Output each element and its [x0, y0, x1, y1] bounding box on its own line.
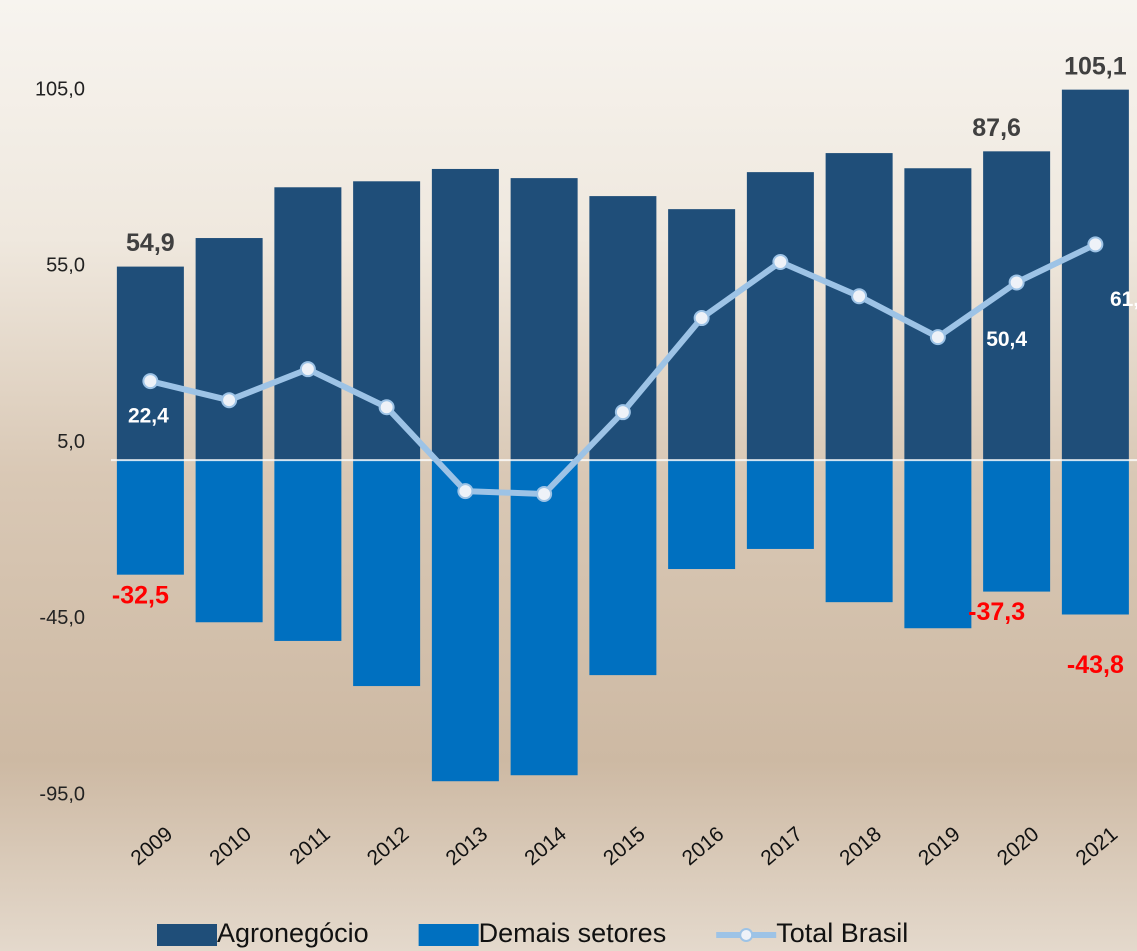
bar	[353, 460, 421, 687]
point	[142, 373, 159, 390]
bar	[668, 460, 736, 570]
bar	[904, 460, 972, 629]
point	[614, 404, 631, 421]
data-label: 54,9	[126, 229, 175, 257]
bar	[195, 238, 263, 461]
legend-label: Agronegócio	[217, 918, 369, 948]
y-tick-label: 55,0	[46, 255, 85, 277]
point	[1087, 236, 1104, 253]
bar	[510, 460, 578, 776]
y-tick-label: 105,0	[35, 78, 85, 100]
bar	[983, 151, 1051, 461]
bar	[746, 172, 814, 461]
data-label: 87,6	[972, 114, 1021, 142]
point	[536, 485, 553, 502]
data-label: 22,4	[128, 405, 169, 428]
legend-label: Demais setores	[479, 918, 667, 948]
bar	[589, 460, 657, 676]
bar	[983, 460, 1051, 592]
bar	[825, 460, 893, 603]
data-label: 105,1	[1064, 52, 1127, 80]
bar	[668, 209, 736, 461]
point	[851, 288, 868, 305]
bar	[1061, 460, 1129, 615]
bar	[195, 460, 263, 623]
point	[457, 483, 474, 500]
bar	[353, 181, 421, 461]
bar	[510, 178, 578, 461]
bar	[274, 460, 342, 641]
point	[299, 361, 316, 378]
y-tick-label: 5,0	[57, 431, 85, 453]
legend-swatch	[418, 924, 479, 946]
data-label: -37,3	[968, 598, 1025, 626]
legend-swatch	[157, 924, 217, 946]
point	[221, 392, 238, 409]
data-label: -43,8	[1067, 651, 1124, 679]
bar	[431, 168, 499, 461]
bar	[274, 187, 342, 461]
bar	[1061, 89, 1129, 461]
data-label: -32,5	[112, 581, 169, 609]
point	[929, 329, 946, 346]
bar	[589, 196, 657, 461]
y-tick-label: -95,0	[39, 783, 85, 805]
bar	[904, 168, 972, 461]
data-label: 61,2	[1110, 288, 1137, 311]
legend-label: Total Brasil	[776, 918, 908, 948]
point	[693, 310, 710, 327]
point	[378, 399, 395, 416]
bar	[116, 460, 184, 575]
point	[1008, 274, 1025, 291]
bar	[116, 266, 184, 461]
bar	[746, 460, 814, 549]
y-tick-label: -45,0	[39, 607, 85, 629]
legend-marker	[739, 928, 754, 942]
bar	[431, 460, 499, 782]
point	[772, 254, 789, 271]
data-label: 50,4	[986, 328, 1027, 351]
